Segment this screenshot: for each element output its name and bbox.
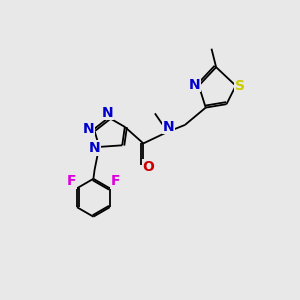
Text: N: N <box>189 77 200 92</box>
Text: F: F <box>110 174 120 188</box>
Text: F: F <box>67 174 76 188</box>
Text: N: N <box>89 141 100 155</box>
Text: S: S <box>235 79 245 93</box>
Text: N: N <box>102 106 113 119</box>
Text: N: N <box>82 122 94 136</box>
Text: O: O <box>142 160 154 173</box>
Text: N: N <box>162 120 174 134</box>
